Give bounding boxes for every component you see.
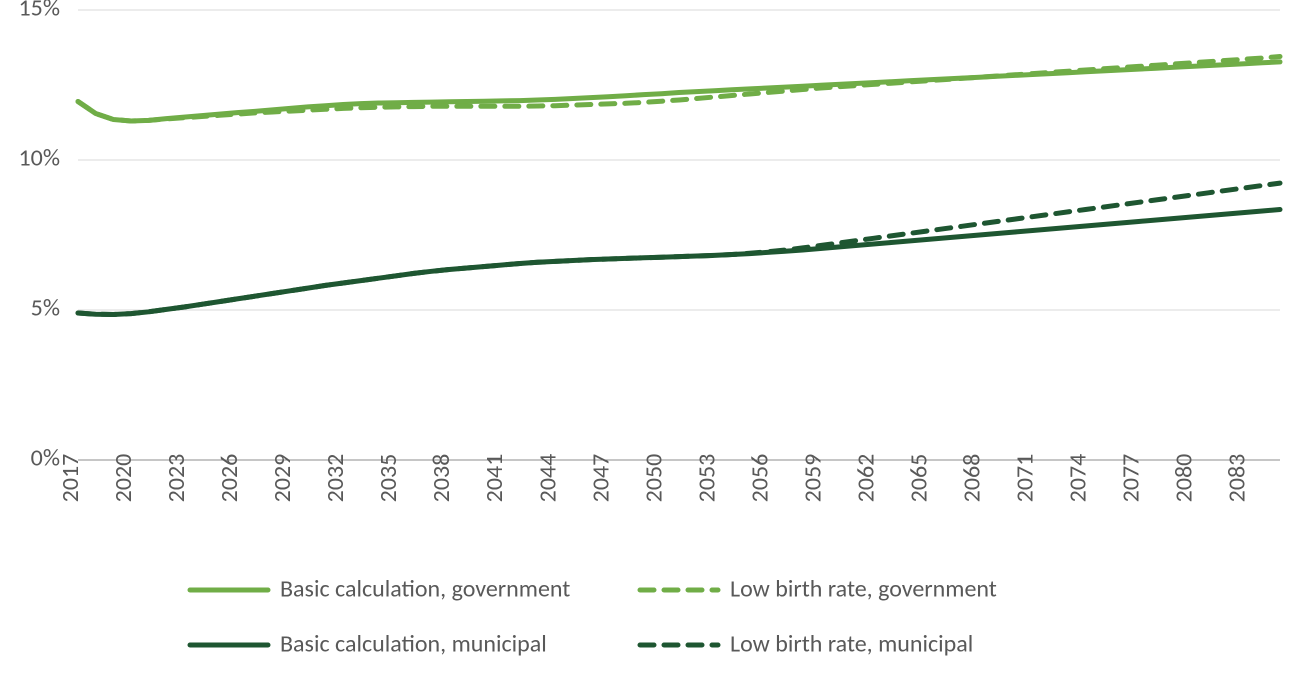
x-tick-label: 2032 [321, 454, 350, 503]
x-tick-label: 2059 [798, 454, 827, 503]
series-low_mun [78, 183, 1280, 314]
legend-label-low_mun: Low birth rate, municipal [730, 630, 973, 659]
x-tick-label: 2068 [958, 454, 987, 503]
x-tick-label: 2047 [586, 454, 615, 503]
x-tick-label: 2038 [427, 454, 456, 503]
series-basic_gov [78, 62, 1280, 121]
x-tick-label: 2077 [1117, 454, 1146, 503]
x-tick-label: 2041 [480, 454, 509, 503]
x-tick-label: 2065 [904, 454, 933, 503]
y-tick-label: 15% [19, 0, 60, 23]
x-tick-label: 2053 [692, 454, 721, 503]
series-basic_mun [78, 210, 1280, 315]
x-tick-label: 2080 [1170, 454, 1199, 503]
x-tick-label: 2017 [56, 454, 85, 503]
x-tick-label: 2035 [374, 454, 403, 503]
x-tick-label: 2062 [851, 454, 880, 503]
legend-label-basic_gov: Basic calculation, government [280, 575, 570, 604]
x-tick-label: 2020 [109, 454, 138, 503]
y-tick-label: 5% [31, 294, 60, 323]
x-tick-label: 2083 [1223, 454, 1252, 503]
legend-label-low_gov: Low birth rate, government [730, 575, 997, 604]
x-tick-label: 2056 [745, 454, 774, 503]
line-chart: 0%5%10%15%201720202023202620292032203520… [0, 0, 1297, 683]
x-tick-label: 2023 [162, 454, 191, 503]
x-tick-label: 2071 [1011, 454, 1040, 503]
x-tick-label: 2050 [639, 454, 668, 503]
x-tick-label: 2026 [215, 454, 244, 503]
chart-svg: 0%5%10%15%201720202023202620292032203520… [0, 0, 1297, 683]
y-tick-label: 10% [19, 144, 60, 173]
x-tick-label: 2074 [1064, 454, 1093, 503]
x-tick-label: 2044 [533, 454, 562, 503]
legend-label-basic_mun: Basic calculation, municipal [280, 630, 547, 659]
x-tick-label: 2029 [268, 454, 297, 503]
